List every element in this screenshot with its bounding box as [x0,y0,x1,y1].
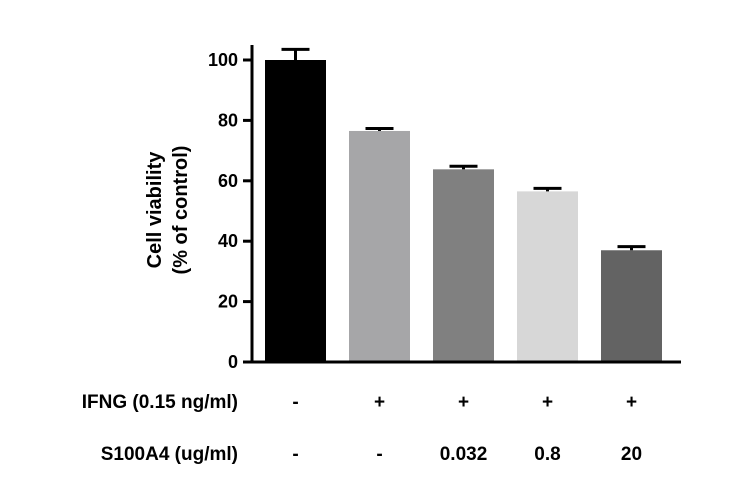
y-tick-label: 80 [218,110,238,130]
condition-cell: + [374,392,385,413]
y-tick-label: 40 [218,231,238,251]
bar [517,191,578,362]
condition-cell: 0.032 [440,444,488,465]
condition-cell: + [542,392,553,413]
bar [265,60,326,362]
condition-cell: - [376,444,382,465]
condition-cell: 0.8 [534,444,560,465]
y-axis: 0 20 40 60 80 100 [208,45,254,372]
condition-row-label: S100A4 (ug/ml) [101,444,238,465]
condition-cell: - [292,392,298,413]
condition-cell: 20 [621,444,642,465]
bars [265,60,662,362]
y-axis-label-line-1: Cell viability [144,151,166,269]
y-tick-label: 20 [218,292,238,312]
bar [433,169,494,362]
bar [601,250,662,362]
y-axis-label: Cell viability (% of control) [144,146,192,275]
y-tick-label: 100 [208,50,238,70]
condition-cell: + [626,392,637,413]
y-tick-label: 60 [218,171,238,191]
y-axis-label-line-2: (% of control) [170,146,192,275]
condition-table: IFNG (0.15 ng/ml) - + + + + S100A4 (ug/ml) - - 0.… [82,392,642,465]
condition-cell: - [292,444,298,465]
bar [349,130,410,362]
y-tick-label: 0 [228,352,238,372]
condition-cell: + [458,392,469,413]
condition-row-label: IFNG (0.15 ng/ml) [82,392,238,413]
error-bars [281,47,646,251]
